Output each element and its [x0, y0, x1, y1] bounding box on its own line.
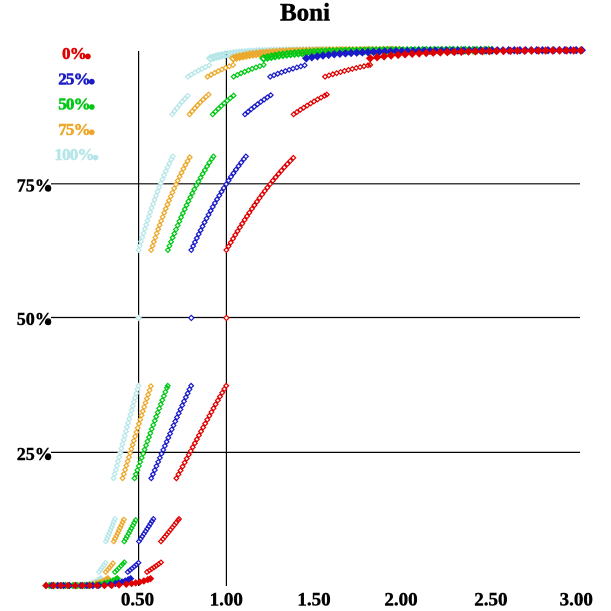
svg-text:2.50: 2.50 [474, 589, 507, 610]
svg-text:50%: 50% [58, 95, 90, 114]
svg-text:0.50: 0.50 [121, 589, 154, 610]
svg-text:50%: 50% [17, 309, 53, 329]
svg-text:25%: 25% [17, 444, 53, 464]
svg-text:75%: 75% [17, 175, 53, 195]
svg-text:100%: 100% [54, 145, 93, 164]
svg-text:25%: 25% [58, 69, 90, 88]
svg-text:1.50: 1.50 [297, 589, 330, 610]
svg-text:75%: 75% [58, 120, 90, 139]
svg-text:1.00: 1.00 [210, 589, 243, 610]
svg-text:Boni: Boni [280, 0, 330, 27]
svg-text:3.00: 3.00 [560, 589, 593, 610]
svg-text:0%: 0% [62, 44, 86, 63]
svg-text:2.00: 2.00 [384, 589, 417, 610]
